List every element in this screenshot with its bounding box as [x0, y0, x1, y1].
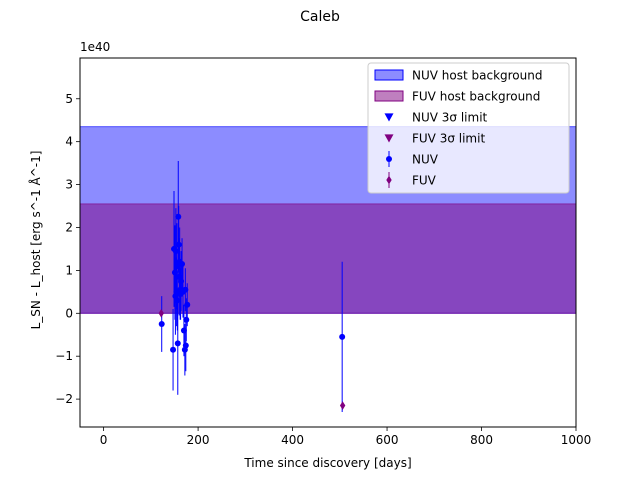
y-tick-label: −1 — [55, 349, 73, 363]
y-tick-label: 2 — [65, 220, 73, 234]
legend-label-fuv-3sigma-limit: FUV 3σ limit — [412, 132, 485, 146]
nuv-point — [174, 340, 181, 347]
fuv-point — [158, 308, 164, 318]
y-tick-label: 1 — [65, 263, 73, 277]
nuv-point — [183, 316, 190, 323]
legend: NUV host background FUV host background NU… — [367, 62, 570, 194]
x-tick-label: 0 — [100, 433, 108, 447]
legend-label-nuv-3sigma-limit: NUV 3σ limit — [412, 111, 488, 125]
y-axis-label: L_SN - L_host [erg s^-1 Å^-1] — [28, 151, 43, 330]
nuv-point — [339, 333, 346, 340]
y-scale-label: 1e40 — [80, 40, 110, 54]
legend-marker-fuv-3sigma-limit — [384, 134, 394, 143]
axes-frame — [79, 57, 577, 428]
x-tick-label: 600 — [376, 433, 399, 447]
legend-swatch-nuv-host-background — [374, 69, 404, 81]
legend-box — [367, 62, 570, 194]
fuv-point — [339, 401, 346, 410]
x-tick-label: 800 — [470, 433, 493, 447]
chart-title: Caleb — [300, 9, 340, 25]
band-fuv-host-background — [80, 203, 576, 314]
y-tick-label: −2 — [55, 392, 73, 406]
x-tick-label: 400 — [281, 433, 304, 447]
y-tick-label: 5 — [65, 92, 73, 106]
nuv-point — [179, 260, 186, 267]
y-tick-label: 0 — [65, 306, 73, 320]
x-tick-label: 200 — [187, 433, 210, 447]
nuv-point — [170, 346, 177, 353]
x-axis-label: Time since discovery [days] — [243, 456, 411, 470]
legend-swatch-fuv-host-background — [374, 90, 404, 102]
axes: 0 200 400 600 800 1000 −2 −1 0 1 2 3 4 5 — [55, 57, 592, 447]
y-tick-label: 4 — [65, 135, 73, 149]
legend-label-nuv-host-background: NUV host background — [412, 69, 542, 83]
nuv-point — [172, 248, 179, 255]
x-tick-label: 1000 — [561, 433, 592, 447]
nuv-point — [158, 321, 165, 328]
legend-label-nuv: NUV — [412, 153, 439, 167]
legend-marker-nuv-3sigma-limit — [384, 113, 394, 122]
legend-marker-nuv — [386, 156, 392, 162]
legend-label-fuv: FUV — [412, 174, 437, 188]
legend-marker-fuv — [386, 175, 392, 185]
legend-label-fuv-host-background: FUV host background — [412, 90, 540, 104]
y-tick-label: 3 — [65, 178, 73, 192]
nuv-point — [182, 342, 189, 349]
nuv-point — [184, 301, 191, 308]
